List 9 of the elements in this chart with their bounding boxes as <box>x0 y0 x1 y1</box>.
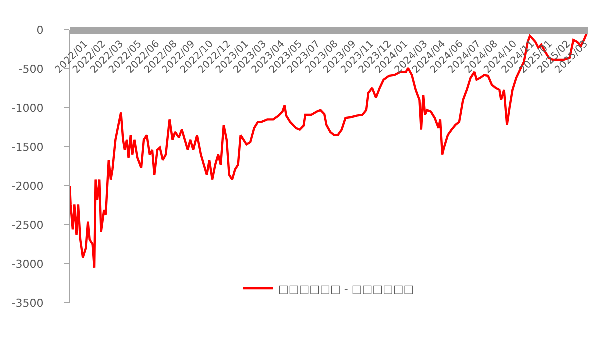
y-tick-label: 0 <box>36 24 44 37</box>
y-tick-label: -1500 <box>12 140 44 154</box>
y-tick-label: -1000 <box>12 102 44 115</box>
y-tick-label: -3500 <box>12 296 44 310</box>
legend-label: □□□□□□ - □□□□□□ <box>278 282 414 296</box>
y-tick-label: -2500 <box>12 218 44 232</box>
y-tick-label: -2000 <box>12 180 44 193</box>
y-tick-label: -3000 <box>12 258 44 271</box>
y-tick-label: -500 <box>18 62 44 76</box>
